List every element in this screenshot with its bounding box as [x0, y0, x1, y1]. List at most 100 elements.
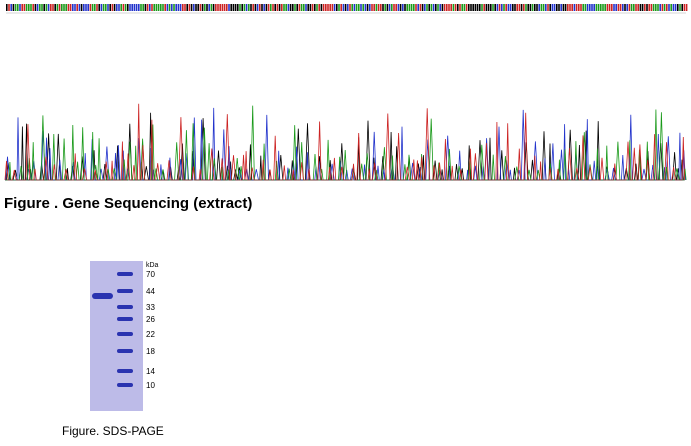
base-glyph	[395, 4, 397, 11]
marker-band	[117, 369, 133, 373]
base-glyph	[443, 4, 446, 11]
base-glyph	[410, 4, 413, 11]
base-glyph	[426, 4, 428, 11]
base-glyph	[179, 4, 182, 11]
base-glyph	[424, 4, 426, 11]
base-glyph	[23, 4, 26, 11]
base-glyph	[421, 4, 424, 11]
base-glyph	[441, 4, 444, 11]
base-glyph	[83, 4, 85, 11]
base-glyph	[457, 4, 459, 11]
base-glyph	[318, 4, 320, 11]
base-glyph	[525, 4, 527, 11]
base-glyph	[611, 4, 613, 11]
base-glyph	[263, 4, 265, 11]
base-glyph	[373, 4, 375, 11]
marker-band	[117, 317, 133, 321]
base-glyph	[188, 4, 191, 11]
base-glyph	[294, 4, 296, 11]
base-glyph	[204, 4, 206, 11]
base-glyph	[355, 4, 358, 11]
base-glyph	[404, 4, 406, 11]
base-glyph	[197, 4, 199, 11]
base-glyph	[639, 4, 642, 11]
base-glyph	[666, 4, 668, 11]
base-glyph	[331, 4, 334, 11]
base-glyph	[483, 4, 485, 11]
base-glyph	[628, 4, 631, 11]
base-glyph	[155, 4, 158, 11]
base-glyph	[567, 4, 569, 11]
base-glyph	[347, 4, 349, 11]
base-glyph	[650, 4, 653, 11]
base-glyph	[536, 4, 538, 11]
base-glyph	[501, 4, 503, 11]
base-glyph	[481, 4, 483, 11]
base-glyph	[479, 4, 481, 11]
base-glyph	[677, 4, 679, 11]
base-glyph	[593, 4, 595, 11]
base-glyph	[648, 4, 650, 11]
base-glyph	[61, 4, 63, 11]
base-glyph	[545, 4, 547, 11]
base-glyph	[465, 4, 468, 11]
base-glyph	[296, 4, 298, 11]
base-glyph	[173, 4, 175, 11]
gel-image	[90, 261, 143, 411]
marker-band	[117, 349, 133, 353]
base-glyph	[256, 4, 259, 11]
marker-label: 10	[146, 381, 155, 390]
base-glyph	[589, 4, 591, 11]
base-glyph	[195, 4, 197, 11]
base-glyph	[573, 4, 576, 11]
base-glyph	[142, 4, 144, 11]
base-glyph	[162, 4, 164, 11]
base-glyph	[564, 4, 567, 11]
base-glyph	[505, 4, 507, 11]
base-glyph	[518, 4, 521, 11]
base-glyph	[122, 4, 125, 11]
base-glyph	[461, 4, 463, 11]
base-glyph	[217, 4, 219, 11]
base-glyph	[553, 4, 556, 11]
base-glyph	[259, 4, 261, 11]
marker-band	[117, 383, 133, 387]
base-glyph	[406, 4, 408, 11]
base-glyph	[538, 4, 540, 11]
base-glyph	[135, 4, 138, 11]
base-glyph	[362, 4, 364, 11]
base-glyph	[21, 4, 23, 11]
base-glyph	[298, 4, 301, 11]
base-glyph	[96, 4, 98, 11]
base-glyph	[208, 4, 210, 11]
base-glyph	[127, 4, 129, 11]
base-glyph	[529, 4, 532, 11]
base-glyph	[287, 4, 290, 11]
base-glyph	[221, 4, 224, 11]
gel-caption: Figure. SDS-PAGE	[62, 424, 164, 438]
sample-band	[92, 293, 113, 299]
base-glyph	[72, 4, 74, 11]
base-glyph	[98, 4, 100, 11]
base-glyph	[164, 4, 166, 11]
base-glyph	[30, 4, 32, 11]
base-glyph	[604, 4, 606, 11]
base-glyph	[659, 4, 661, 11]
base-glyph	[523, 4, 525, 11]
base-glyph	[146, 4, 149, 11]
marker-band	[117, 289, 133, 293]
base-glyph	[270, 4, 272, 11]
base-glyph	[586, 4, 589, 11]
base-glyph	[364, 4, 367, 11]
base-glyph	[274, 4, 276, 11]
base-glyph	[190, 4, 193, 11]
base-glyph	[19, 4, 21, 11]
base-glyph	[437, 4, 439, 11]
base-glyph	[100, 4, 103, 11]
base-glyph	[327, 4, 329, 11]
base-glyph	[575, 4, 578, 11]
base-glyph	[107, 4, 109, 11]
base-glyph	[470, 4, 472, 11]
base-glyph	[342, 4, 345, 11]
